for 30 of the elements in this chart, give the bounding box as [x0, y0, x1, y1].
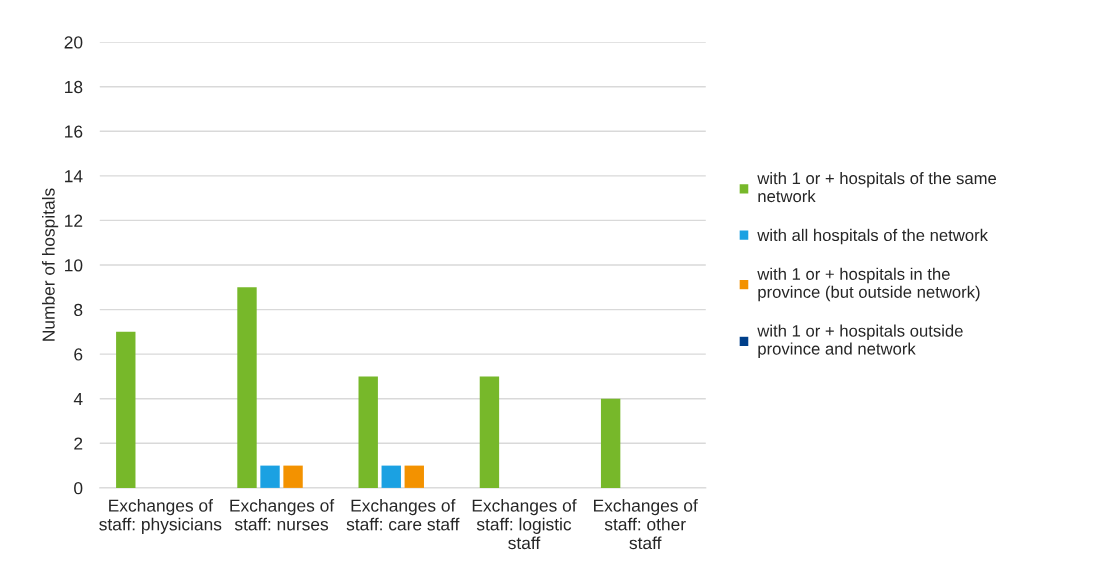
x-tick-label: Exchanges of staff: logistic staff	[472, 499, 577, 550]
y-tick-label: 10	[65, 259, 83, 272]
bar	[283, 465, 303, 488]
bar	[237, 287, 257, 488]
bar	[358, 376, 378, 488]
y-tick-label: 0	[74, 482, 83, 495]
x-tick-label: Exchanges of staff: other staff	[594, 499, 698, 550]
bar	[381, 465, 401, 488]
y-tick-label: 16	[65, 125, 83, 138]
bar	[116, 331, 136, 488]
y-tick-label: 18	[65, 80, 83, 94]
legend-label: with 1 or + hospitals in the province (but outside network)	[757, 267, 980, 302]
legend-label: with 1 or + hospitals outside province and network	[757, 324, 963, 359]
bar	[600, 398, 621, 488]
x-tick-label: Exchanges of staff: nurses	[230, 499, 335, 531]
bar	[479, 376, 500, 488]
legend-label: with all hospitals of the network	[757, 228, 989, 245]
y-tick-label: 12	[65, 214, 83, 227]
x-tick-label: Exchanges of staff: physicians	[99, 499, 222, 534]
y-tick-label: 4	[73, 393, 83, 406]
y-tick-label: 14	[65, 170, 83, 183]
y-tick-label: 2	[74, 437, 83, 450]
y-axis-title: Number of hospitals	[42, 188, 59, 341]
legend-label: with 1 or + hospitals of the same network	[757, 172, 997, 203]
bar	[404, 465, 424, 488]
x-tick-label: Exchanges of staff: care staff	[346, 499, 460, 531]
y-tick-label: 6	[74, 348, 83, 361]
y-tick-label: 8	[74, 303, 83, 317]
bar	[260, 465, 280, 488]
y-tick-label: 20	[64, 36, 83, 49]
